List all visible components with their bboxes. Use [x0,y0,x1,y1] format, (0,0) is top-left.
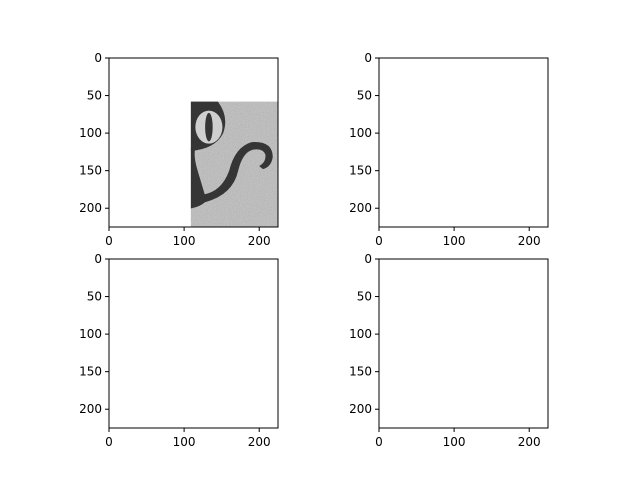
cat-head [126,276,225,353]
x-tick-label: 0 [105,435,113,449]
y-tick-label: 200 [79,201,102,215]
x-tick-label: 0 [105,234,113,248]
y-tick-label: 100 [349,327,372,341]
y-tick-label: 50 [87,89,102,103]
cat-pupil-left [414,314,422,343]
panel-2: 0 100 200 0 50 100 150 200 [349,51,548,248]
cat-pupil-right [205,113,213,142]
cat-pupil-right [205,314,213,343]
y-tick-label: 100 [349,126,372,140]
x-tick-label: 200 [518,435,541,449]
y-tick-label: 0 [364,252,372,266]
cat-pupil-left [144,113,152,142]
x-tick-label: 200 [248,435,271,449]
noise-overlay [379,259,548,428]
x-tick-label: 100 [173,234,196,248]
cat-eye-right [195,312,222,345]
noise-layer [379,58,548,227]
cat-eye-left [135,312,162,345]
x-tick-label: 0 [375,435,383,449]
cat-body [165,349,206,411]
cat-pupil-left [144,314,152,343]
cat-tail [473,142,543,202]
cat-eye-left [405,111,432,144]
y-tick-label: 50 [357,290,372,304]
noise-layer [379,259,548,428]
y-tick-label: 50 [357,89,372,103]
axes-frame [379,259,548,428]
x-tick-label: 100 [443,234,466,248]
noise-layer [109,259,278,428]
image-area [109,58,278,227]
axes-frame [379,58,548,227]
image-background [109,259,278,428]
image-area [109,259,278,428]
image-area [379,58,548,227]
cat-pupil-right [475,113,483,142]
y-tick-label: 0 [94,252,102,266]
x-tick-label: 200 [518,234,541,248]
panel-3: 0 100 200 0 50 100 150 200 [79,252,278,449]
noise-overlay [379,58,548,227]
y-tick-label: 0 [364,51,372,65]
cat-tail [473,343,543,403]
x-tick-label: 100 [173,435,196,449]
cat-pupil-right [475,314,483,343]
panel-1: 0 100 200 0 50 100 150 200 [79,51,278,248]
image-area [379,259,548,428]
cat-body [435,148,476,210]
panel-4: 0 100 200 0 50 100 150 200 [349,252,548,449]
cat-tail [203,343,273,403]
y-tick-label: 100 [79,126,102,140]
y-tick-label: 200 [349,402,372,416]
cat-head [396,276,495,353]
y-tick-label: 150 [79,365,102,379]
x-tick-label: 0 [375,234,383,248]
axes-frame [109,259,278,428]
cat-pupil-left [414,113,422,142]
cat-body [435,349,476,411]
y-tick-label: 200 [349,201,372,215]
y-tick-label: 50 [87,290,102,304]
y-tick-label: 200 [79,402,102,416]
y-tick-label: 150 [79,164,102,178]
cat-head [396,75,495,152]
y-tick-label: 100 [79,327,102,341]
image-background [379,259,548,428]
cat-eye-left [135,111,162,144]
x-tick-label: 100 [443,435,466,449]
x-tick-label: 200 [248,234,271,248]
cat-eye-right [465,312,492,345]
y-tick-label: 150 [349,365,372,379]
y-tick-label: 150 [349,164,372,178]
image-background [379,58,548,227]
y-tick-label: 0 [94,51,102,65]
cat-eye-left [405,312,432,345]
cat-eye-right [465,111,492,144]
